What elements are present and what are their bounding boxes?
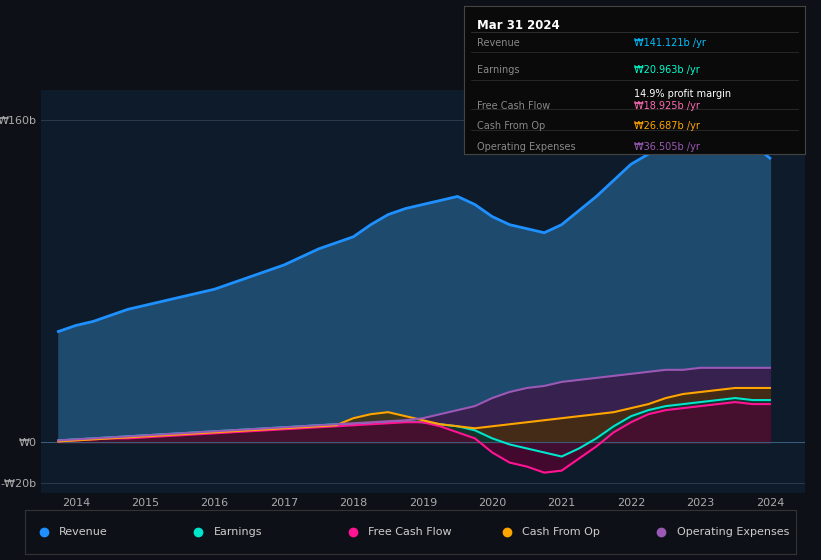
Text: Revenue: Revenue <box>478 38 521 48</box>
Text: Free Cash Flow: Free Cash Flow <box>478 101 551 110</box>
Text: 14.9% profit margin: 14.9% profit margin <box>635 88 732 99</box>
Text: ₩26.687b /yr: ₩26.687b /yr <box>635 122 700 132</box>
Text: Cash From Op: Cash From Op <box>478 122 546 132</box>
Text: Earnings: Earnings <box>213 527 262 537</box>
Text: Earnings: Earnings <box>478 65 520 75</box>
Text: ₩20.963b /yr: ₩20.963b /yr <box>635 65 700 75</box>
Text: Free Cash Flow: Free Cash Flow <box>368 527 452 537</box>
Text: Operating Expenses: Operating Expenses <box>677 527 789 537</box>
Text: Cash From Op: Cash From Op <box>522 527 600 537</box>
Text: Mar 31 2024: Mar 31 2024 <box>478 19 560 32</box>
Text: Operating Expenses: Operating Expenses <box>478 142 576 152</box>
Text: ₩36.505b /yr: ₩36.505b /yr <box>635 142 700 152</box>
Text: Revenue: Revenue <box>59 527 108 537</box>
Text: ₩18.925b /yr: ₩18.925b /yr <box>635 101 700 110</box>
Text: ₩141.121b /yr: ₩141.121b /yr <box>635 38 706 48</box>
